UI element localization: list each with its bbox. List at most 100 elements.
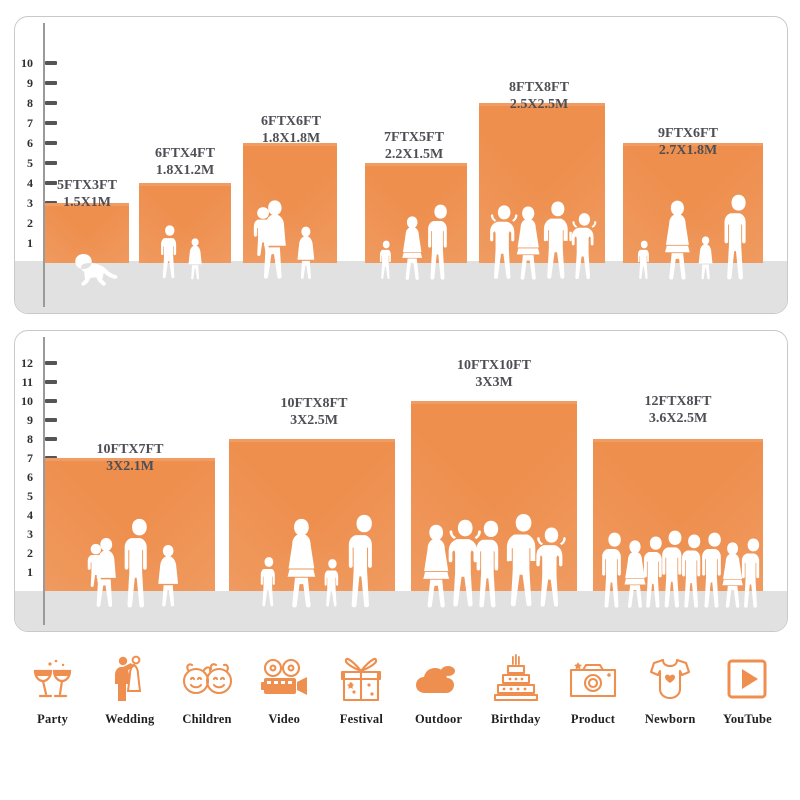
silhouette-child — [379, 240, 391, 280]
silhouette-adult-male — [741, 538, 760, 608]
use-case-outdoor[interactable]: Outdoor — [400, 650, 477, 727]
silhouette-child — [161, 225, 177, 279]
bar-size-meters: 3X3M — [475, 375, 513, 390]
bar-size-label: 10FTX7FT 3X2.1M — [55, 441, 205, 475]
people-silhouette-group — [45, 17, 129, 286]
bar-size-meters: 2.2X1.5M — [384, 147, 444, 162]
backdrop-bar[interactable] — [45, 203, 129, 263]
people-silhouette-group — [229, 331, 395, 609]
bar-size-label: 6FTX6FT 1.8X1.8M — [225, 113, 357, 147]
y-tick-5: 5 — [15, 156, 57, 170]
use-case-newborn[interactable]: Newborn — [632, 650, 709, 727]
chart-panel-small-medium: 1 2 3 4 5 6 7 8 9 10 5FTX3FT 1.5X1M 6FTX4FT 1.8X1.2… — [14, 16, 788, 314]
bar-size-meters: 3X2.1M — [106, 459, 154, 474]
use-case-video[interactable]: Video — [246, 650, 323, 727]
silhouette-adult-male — [124, 518, 147, 608]
y-tick-7: 7 — [15, 116, 57, 130]
y-tick-label: 3 — [27, 196, 33, 210]
bar-size-feet: 7FTX5FT — [384, 130, 444, 145]
video-camera-icon — [258, 650, 310, 708]
backdrop-bar[interactable] — [139, 183, 231, 263]
bar-size-feet: 6FTX4FT — [155, 146, 215, 161]
y-tick-label: 10 — [21, 56, 33, 70]
people-silhouette-group — [365, 17, 467, 281]
y-tick-label: 1 — [27, 236, 33, 250]
bar-size-feet: 10FTX7FT — [96, 442, 164, 457]
y-tick-mark — [45, 81, 57, 85]
bar-top-highlight — [45, 458, 215, 461]
bar-top-highlight — [229, 439, 395, 442]
use-case-label: Outdoor — [414, 712, 463, 726]
plot-area-chart-2: 10FTX7FT 3X2.1M 10FTX8FT 3X2.5M 10FTX10FT 3… — [15, 331, 787, 631]
floor-strip-1 — [15, 261, 787, 313]
wine-glasses-icon — [30, 650, 76, 708]
backdrop-bar[interactable] — [479, 103, 605, 263]
bar-size-meters: 3.6X2.5M — [648, 411, 708, 426]
use-case-label: Children — [182, 712, 232, 726]
bar-size-feet: 12FTX8FT — [644, 394, 712, 409]
y-tick-mark — [45, 361, 57, 365]
use-case-label: YouTube — [722, 712, 772, 726]
bar-size-feet: 5FTX3FT — [57, 178, 117, 193]
y-tick-label: 2 — [27, 216, 33, 230]
y-tick-label: 3 — [27, 527, 33, 541]
y-tick-label: 10 — [21, 394, 33, 408]
silhouette-adult-arms-up — [490, 205, 518, 279]
y-tick-mark — [45, 418, 57, 422]
birthday-cake-icon — [492, 650, 540, 708]
y-tick-label: 11 — [21, 375, 33, 389]
y-tick-label: 5 — [27, 489, 33, 503]
y-tick-12: 12 — [15, 356, 57, 370]
people-silhouette-group — [479, 17, 605, 281]
bar-size-label: 9FTX6FT 2.7X1.8M — [613, 125, 763, 159]
bar-size-meters: 3X2.5M — [290, 413, 338, 428]
bar-size-feet: 6FTX6FT — [261, 114, 321, 129]
play-button-icon — [727, 650, 767, 708]
silhouette-adult-female — [722, 542, 743, 608]
use-case-birthday[interactable]: Birthday — [477, 650, 554, 727]
use-case-children[interactable]: Children — [168, 650, 245, 727]
people-silhouette-group — [593, 331, 763, 609]
y-tick-9: 9 — [15, 413, 57, 427]
use-case-label: Product — [570, 712, 616, 726]
use-case-festival[interactable]: Festival — [323, 650, 400, 727]
photo-camera-icon — [568, 650, 618, 708]
silhouette-baby-crawling — [75, 254, 118, 286]
use-case-product[interactable]: Product — [554, 650, 631, 727]
silhouette-adult-holding-child — [253, 200, 286, 279]
backdrop-bar[interactable] — [365, 163, 467, 263]
use-case-label: Birthday — [491, 712, 541, 726]
silhouette-adult-male — [428, 204, 447, 280]
silhouette-adult-male — [602, 532, 621, 608]
bar-size-feet: 8FTX8FT — [509, 80, 569, 95]
use-case-party[interactable]: Party — [14, 650, 91, 727]
bar-size-meters: 2.5X2.5M — [509, 97, 569, 112]
y-axis-line-2 — [43, 337, 45, 625]
silhouette-child — [260, 557, 275, 607]
bar-size-label: 12FTX8FT 3.6X2.5M — [593, 393, 763, 427]
use-case-wedding[interactable]: Wedding — [91, 650, 168, 727]
y-tick-mark — [45, 181, 57, 185]
y-tick-8: 8 — [15, 432, 57, 446]
bar-top-highlight — [45, 203, 129, 206]
use-case-label: Wedding — [105, 712, 155, 726]
people-silhouette-group — [45, 331, 215, 609]
people-silhouette-group — [623, 17, 763, 281]
silhouette-adult-holding-child — [87, 537, 116, 607]
y-tick-mark — [45, 399, 57, 403]
bar-size-label: 8FTX8FT 2.5X2.5M — [465, 79, 613, 113]
y-tick-label: 5 — [27, 156, 33, 170]
y-tick-mark — [45, 141, 57, 145]
bar-top-highlight — [479, 103, 605, 106]
y-tick-label: 4 — [27, 176, 33, 190]
use-case-youtube[interactable]: YouTube — [709, 650, 786, 727]
silhouette-girl-dress — [158, 544, 179, 607]
silhouette-girl-dress — [297, 226, 315, 279]
silhouette-adult-female — [423, 524, 450, 608]
silhouette-adult-female — [516, 206, 540, 280]
y-tick-mark — [45, 121, 57, 125]
silhouette-adult-male — [348, 514, 372, 608]
bar-size-label: 10FTX10FT 3X3M — [411, 357, 577, 391]
use-case-label: Newborn — [644, 712, 696, 726]
y-tick-label: 6 — [27, 470, 33, 484]
